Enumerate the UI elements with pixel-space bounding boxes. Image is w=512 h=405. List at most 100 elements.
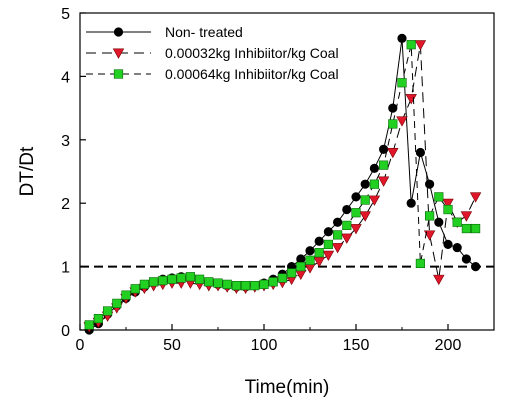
data-point: [351, 208, 361, 218]
data-point: [359, 211, 371, 222]
tick-group: 0 50 100 150 200 0 1 2 3 4 5: [61, 6, 461, 354]
data-point: [369, 179, 380, 189]
data-point: [341, 233, 353, 244]
data-point: [149, 277, 159, 287]
data-point: [460, 211, 473, 222]
data-point: [286, 268, 297, 278]
data-point: [443, 239, 453, 250]
series-group: [83, 33, 482, 335]
data-point: [84, 320, 94, 330]
data-point: [139, 279, 150, 289]
data-point: [406, 40, 416, 50]
data-point: [231, 281, 242, 291]
data-point: [331, 243, 344, 254]
data-point: [322, 250, 335, 262]
data-point: [415, 258, 426, 269]
data-point: [313, 257, 325, 268]
legend-item: Non- treated: [86, 24, 243, 40]
data-point: [434, 217, 444, 227]
x-tick-label: 150: [343, 337, 370, 354]
legend-label: 0.00064kg Inhibiitor/kg Coal: [165, 66, 339, 82]
y-tick-label: 2: [61, 196, 70, 213]
data-point: [360, 179, 370, 189]
legend-label: 0.00032kg Inhibiitor/kg Coal: [165, 45, 339, 61]
data-point: [397, 78, 407, 88]
data-point: [130, 284, 140, 294]
data-point: [469, 192, 482, 203]
data-point: [332, 230, 343, 240]
x-tick-label: 100: [251, 337, 278, 354]
data-point: [471, 262, 481, 272]
legend-item: 0.00064kg Inhibiitor/kg Coal: [86, 66, 339, 82]
y-tick-label: 1: [61, 260, 70, 277]
x-axis-title: Time(min): [245, 377, 330, 398]
data-point: [277, 273, 288, 283]
data-point: [414, 40, 427, 51]
data-point: [185, 272, 196, 282]
data-point: [295, 269, 307, 281]
data-point: [112, 298, 122, 308]
y-tick-label: 0: [61, 323, 70, 340]
x-tick-label: 200: [435, 337, 462, 354]
data-point: [222, 279, 232, 289]
data-point: [158, 275, 168, 286]
data-point: [121, 290, 131, 300]
data-point: [323, 227, 334, 237]
x-tick-label: 50: [163, 337, 181, 354]
y-tick-label: 4: [61, 69, 70, 86]
data-point: [304, 263, 316, 274]
data-point: [314, 236, 324, 246]
x-tick-label: 0: [76, 337, 85, 354]
data-point: [323, 239, 334, 250]
data-point: [342, 220, 352, 230]
data-point: [314, 248, 324, 258]
plot-frame: [79, 12, 495, 331]
data-point: [396, 116, 408, 127]
data-point: [369, 163, 380, 173]
data-point: [388, 103, 398, 113]
legend-item: 0.00032kg Inhibiitor/kg Coal: [86, 45, 339, 61]
plot-area: 0 50 100 150 200 0 1 2 3 4 5: [61, 6, 495, 354]
data-point: [443, 204, 453, 215]
data-point: [423, 230, 436, 241]
data-point: [176, 273, 186, 283]
data-point: [259, 279, 269, 289]
data-point: [250, 281, 260, 291]
data-point: [406, 198, 416, 208]
data-point: [93, 313, 103, 324]
data-point: [434, 192, 444, 202]
data-point: [213, 278, 223, 288]
data-point: [103, 306, 113, 316]
legend: Non- treated 0.00032kg Inhibiitor/kg Coal…: [86, 24, 339, 82]
legend-marker: [113, 27, 124, 37]
data-point: [461, 223, 472, 234]
series-3: [84, 40, 481, 330]
y-axis-title: DT/Dt: [17, 146, 38, 196]
data-point: [204, 277, 214, 287]
data-point: [305, 255, 315, 265]
data-point: [388, 119, 398, 129]
data-point: [368, 195, 381, 206]
data-point: [333, 217, 343, 227]
data-point: [342, 204, 352, 215]
data-point: [452, 242, 462, 253]
data-point: [351, 192, 361, 202]
data-point: [350, 224, 362, 235]
data-point: [387, 148, 399, 159]
data-point: [461, 254, 472, 264]
data-point: [397, 33, 407, 43]
data-point: [268, 277, 278, 287]
data-point: [167, 274, 177, 284]
legend-marker: [113, 69, 124, 79]
data-point: [415, 147, 426, 158]
data-point: [241, 281, 251, 291]
data-point: [433, 274, 445, 286]
data-point: [470, 223, 481, 234]
data-point: [360, 195, 370, 205]
data-point: [377, 176, 390, 187]
legend-label: Non- treated: [165, 24, 243, 40]
y-tick-label: 3: [61, 133, 70, 150]
data-point: [378, 160, 389, 170]
legend-marker: [112, 48, 125, 59]
